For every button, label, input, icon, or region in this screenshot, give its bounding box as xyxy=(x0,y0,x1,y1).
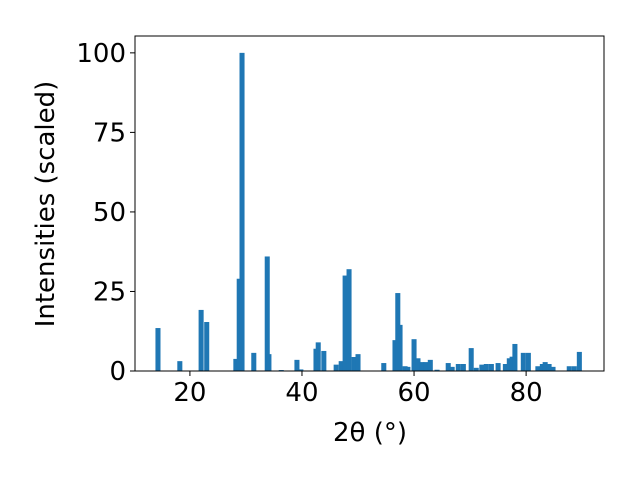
y-tick-label: 0 xyxy=(109,357,126,387)
bar xyxy=(460,364,466,371)
bar xyxy=(468,348,474,371)
y-tick-label: 75 xyxy=(93,118,126,148)
y-tick-label: 50 xyxy=(93,198,126,228)
bar xyxy=(479,364,485,371)
bar xyxy=(315,342,321,371)
bar xyxy=(495,363,501,371)
bar xyxy=(509,356,515,371)
bar xyxy=(321,350,327,371)
bar xyxy=(502,364,508,371)
bar xyxy=(338,361,344,371)
bar xyxy=(512,343,518,371)
bar xyxy=(392,340,398,371)
bar xyxy=(550,366,556,371)
x-tick-label: 60 xyxy=(397,378,430,408)
bar xyxy=(251,352,257,371)
bar xyxy=(264,256,270,371)
bar xyxy=(402,366,408,371)
bar xyxy=(488,364,494,371)
bar xyxy=(571,366,577,371)
bar xyxy=(333,364,339,371)
bar xyxy=(342,275,348,371)
bar xyxy=(239,52,245,371)
bar xyxy=(381,363,387,371)
bar xyxy=(294,359,300,371)
bar xyxy=(483,364,489,371)
bar xyxy=(233,358,239,371)
bar xyxy=(419,362,425,371)
bar xyxy=(506,358,512,371)
bar xyxy=(445,363,451,371)
x-tick-label: 20 xyxy=(173,378,206,408)
bar xyxy=(455,364,461,371)
bar xyxy=(405,366,411,371)
bar xyxy=(473,367,479,371)
bar xyxy=(434,369,440,371)
bar xyxy=(198,309,204,371)
bar xyxy=(298,369,304,371)
bar xyxy=(449,366,455,371)
x-axis-label: 2θ (°) xyxy=(333,418,407,448)
bar xyxy=(204,322,210,371)
bar xyxy=(355,354,361,371)
bar xyxy=(542,362,548,371)
bar xyxy=(351,357,357,371)
x-tick-label: 80 xyxy=(510,378,543,408)
bar xyxy=(346,269,352,371)
bar xyxy=(427,359,433,371)
x-tick-label: 40 xyxy=(285,378,318,408)
bar xyxy=(535,366,541,371)
bar xyxy=(266,354,272,371)
y-tick-label: 100 xyxy=(76,39,126,69)
bar xyxy=(177,361,183,371)
y-tick-label: 25 xyxy=(93,277,126,307)
bar xyxy=(411,339,417,371)
y-axis-label: Intensities (scaled) xyxy=(31,81,61,328)
bar xyxy=(566,366,572,371)
bar xyxy=(525,352,531,371)
bar xyxy=(155,328,161,371)
bar xyxy=(423,362,429,371)
bar xyxy=(397,324,403,371)
bar xyxy=(415,358,421,371)
bar xyxy=(520,352,526,371)
bar xyxy=(546,364,552,371)
bar xyxy=(236,278,242,371)
bar xyxy=(576,351,582,371)
bar xyxy=(539,364,545,371)
plot-frame xyxy=(134,35,605,372)
